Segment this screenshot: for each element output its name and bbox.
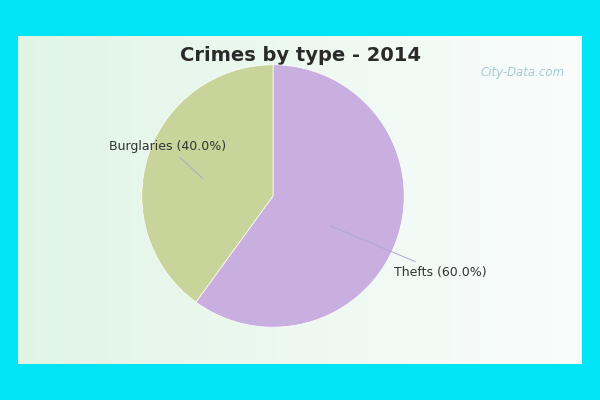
Text: Thefts (60.0%): Thefts (60.0%) (331, 226, 487, 278)
Text: Crimes by type - 2014: Crimes by type - 2014 (179, 46, 421, 65)
Text: City-Data.com: City-Data.com (481, 66, 565, 78)
Wedge shape (196, 65, 404, 327)
Text: Burglaries (40.0%): Burglaries (40.0%) (109, 140, 226, 178)
Wedge shape (142, 65, 273, 302)
